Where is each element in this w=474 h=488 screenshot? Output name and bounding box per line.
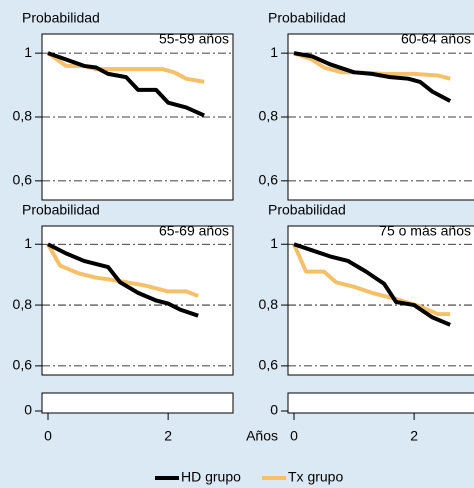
legend-label: HD grupo xyxy=(181,469,241,485)
panel-label: 60-64 años xyxy=(401,31,471,47)
y-tick-label: 0,6 xyxy=(13,172,33,188)
y-tick-label: 0,8 xyxy=(259,296,279,312)
x-tick-label: 2 xyxy=(410,428,418,444)
plot-area xyxy=(287,225,474,376)
panel-label: 55-59 años xyxy=(159,31,229,47)
survival-line xyxy=(293,51,452,103)
panel-label: 65-69 años xyxy=(159,223,229,239)
axis-break-box xyxy=(41,392,234,414)
survival-line xyxy=(47,242,199,318)
survival-line xyxy=(293,242,451,327)
y-tick-label: 1 xyxy=(24,235,32,251)
y-tick-label: 1 xyxy=(270,44,278,60)
y-tick-label: 0,8 xyxy=(13,108,33,124)
survival-line xyxy=(46,51,205,84)
x-tick-label: 0 xyxy=(290,428,298,444)
plot-area xyxy=(41,225,234,376)
y-tick-label: 0,8 xyxy=(13,296,33,312)
y-tick-label: 0,8 xyxy=(259,108,279,124)
survival-line xyxy=(47,51,205,118)
panel-label: 75 o más años xyxy=(379,223,471,239)
x-axis-title: Años xyxy=(246,428,278,444)
y-tick-label: 0 xyxy=(270,402,278,418)
y-tick-label: 0 xyxy=(24,402,32,418)
survival-line xyxy=(292,243,451,317)
y-axis-title: Probabilidad xyxy=(268,202,346,218)
y-tick-label: 0,6 xyxy=(259,357,279,373)
y-tick-label: 1 xyxy=(24,44,32,60)
legend-label: Tx grupo xyxy=(288,469,343,485)
x-tick-label: 2 xyxy=(164,428,172,444)
y-tick-label: 0,6 xyxy=(259,172,279,188)
y-tick-label: 1 xyxy=(270,235,278,251)
axis-break-box xyxy=(287,392,474,414)
y-axis-title: Probabilidad xyxy=(22,202,100,218)
y-axis-title: Probabilidad xyxy=(268,10,346,26)
y-tick-label: 0,6 xyxy=(13,357,33,373)
x-tick-label: 0 xyxy=(44,428,52,444)
y-axis-title: Probabilidad xyxy=(22,10,100,26)
